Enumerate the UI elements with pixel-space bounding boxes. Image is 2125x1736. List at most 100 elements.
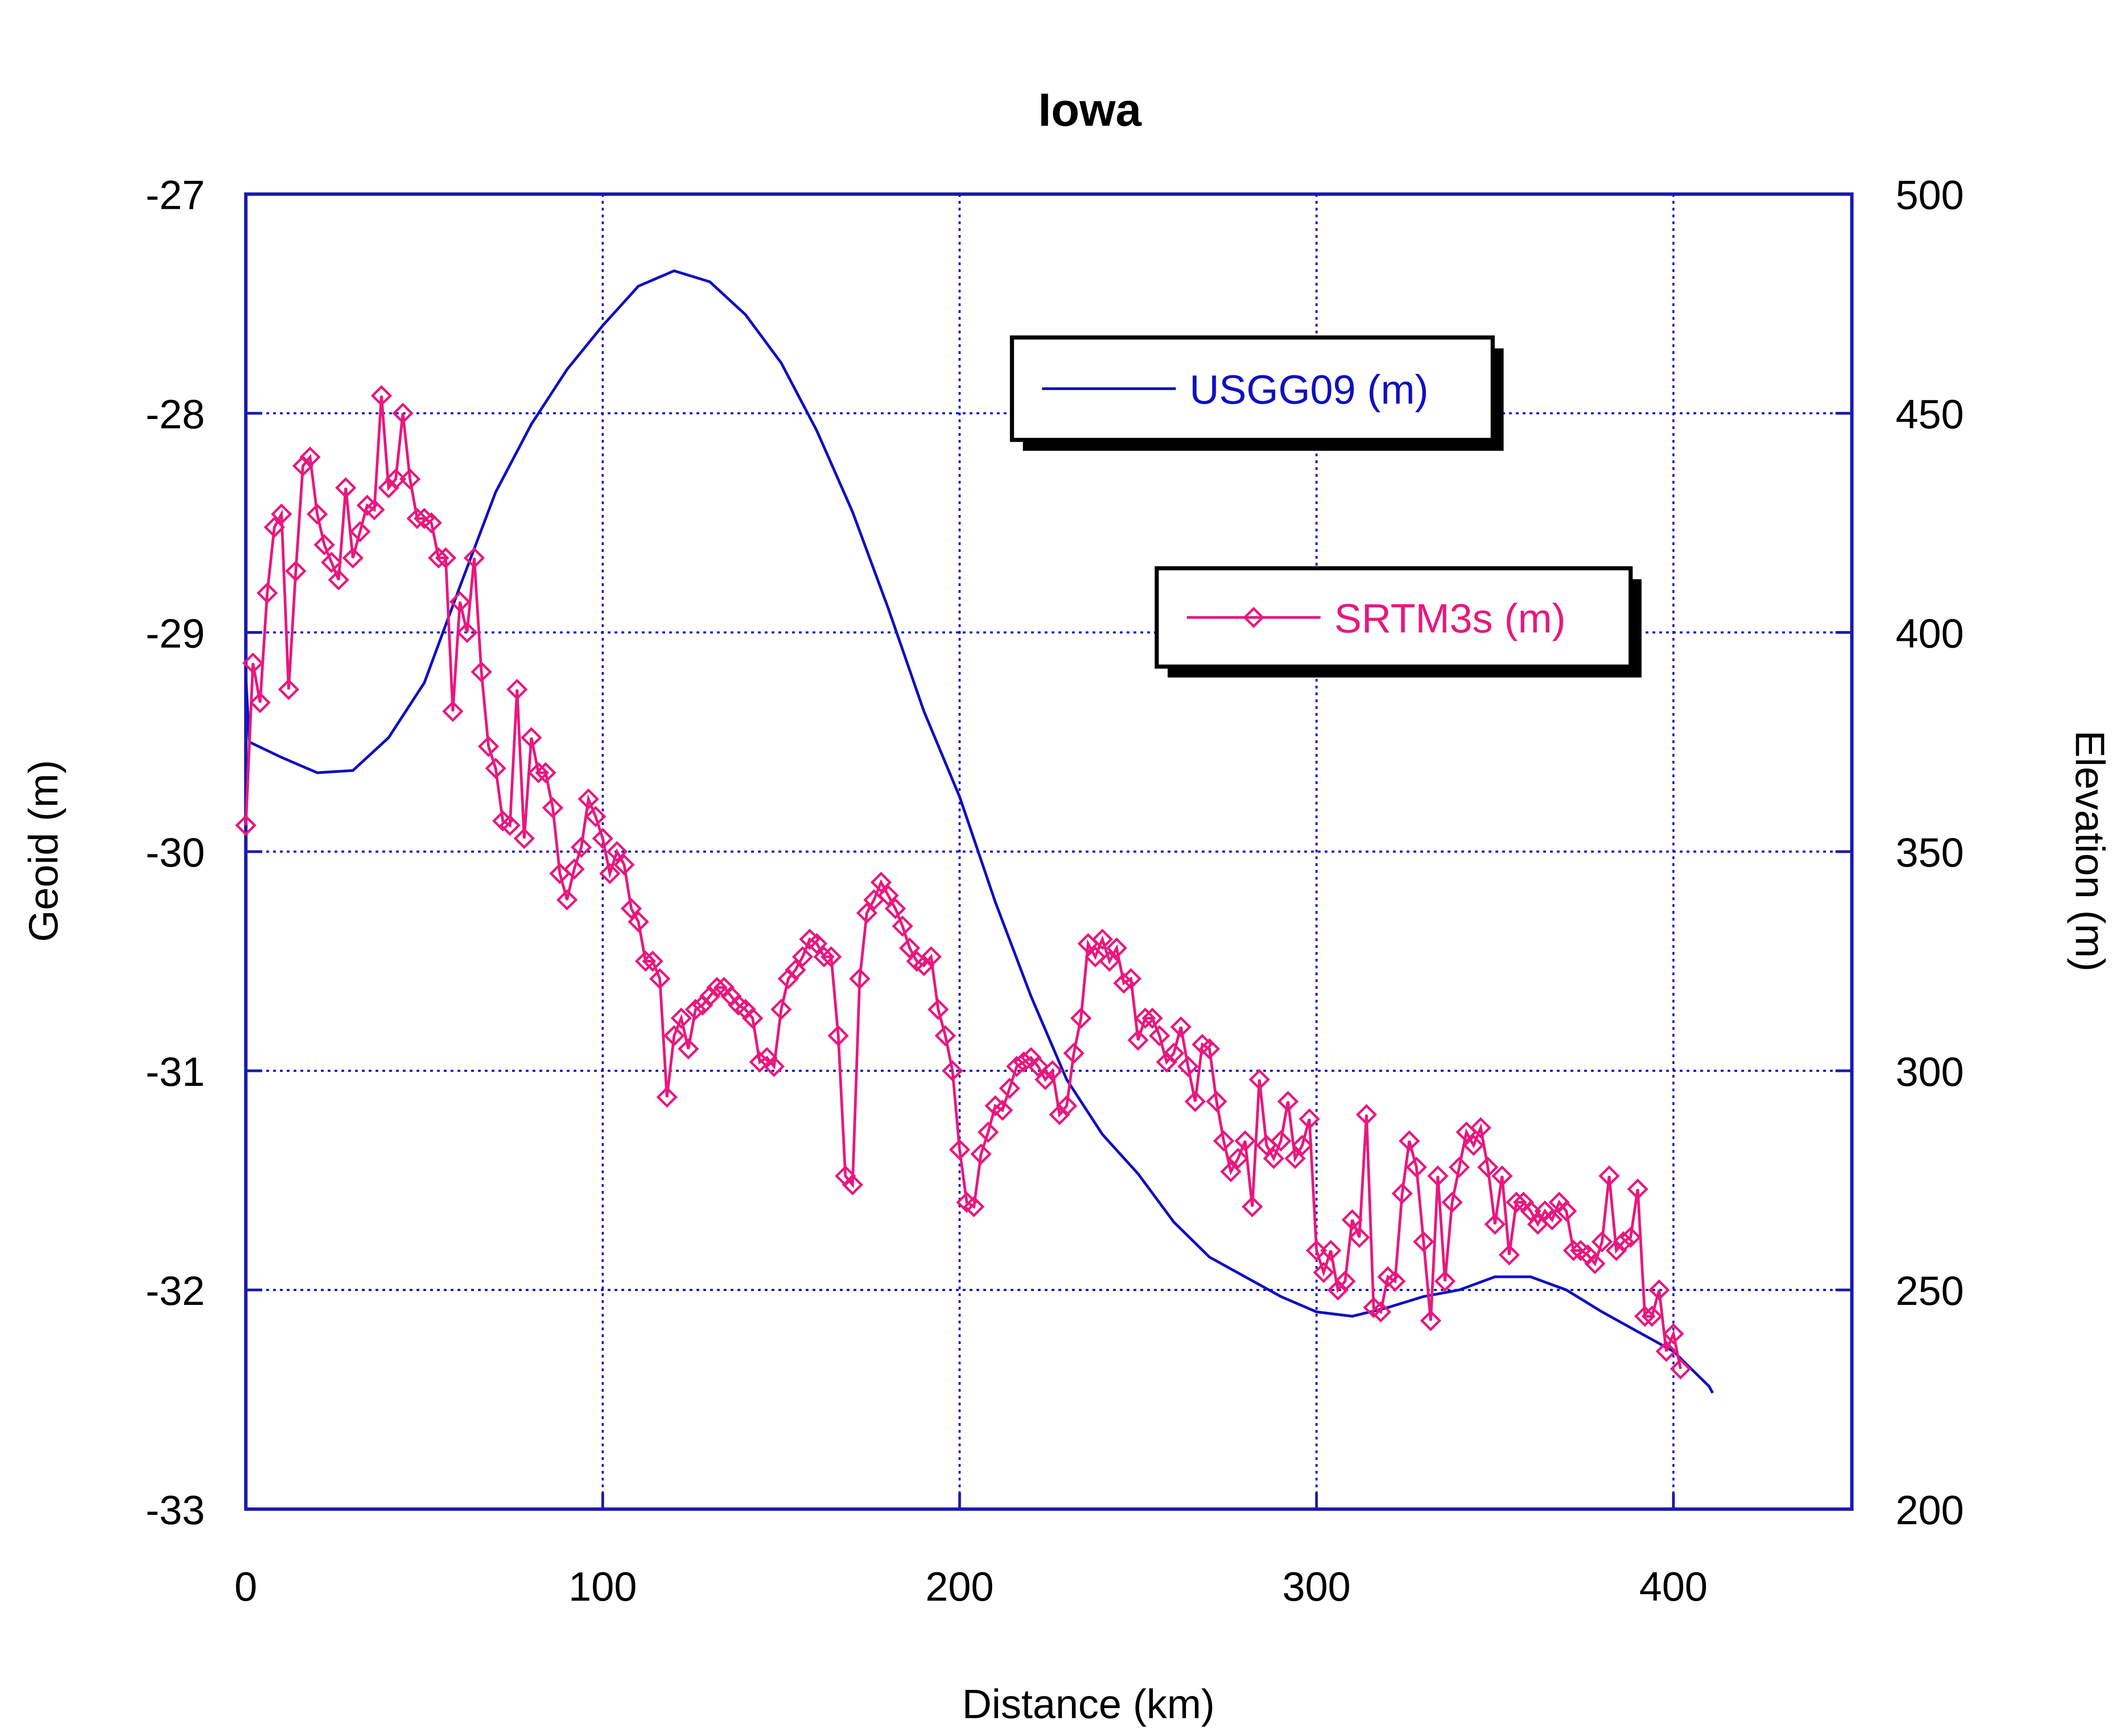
- marker: [285, 560, 306, 582]
- marker: [656, 1086, 678, 1108]
- marker: [1306, 1240, 1327, 1261]
- marker: [1313, 1262, 1334, 1283]
- marker: [428, 547, 449, 569]
- marker: [1470, 1117, 1492, 1138]
- marker: [578, 788, 600, 810]
- marker: [1206, 1091, 1227, 1112]
- marker: [885, 898, 906, 919]
- marker: [463, 547, 485, 569]
- series-line: [244, 395, 1682, 1370]
- marker: [999, 1078, 1020, 1099]
- marker: [399, 468, 421, 490]
- y2-tick-label: 200: [1896, 1487, 1964, 1533]
- marker: [1113, 972, 1135, 994]
- marker: [371, 385, 392, 406]
- marker: [1663, 1323, 1684, 1344]
- x-tick-label: 200: [926, 1563, 994, 1610]
- marker: [813, 946, 835, 968]
- marker: [1134, 1007, 1156, 1029]
- marker: [849, 968, 871, 990]
- marker: [1199, 1038, 1220, 1060]
- marker: [1477, 1157, 1499, 1178]
- marker: [1434, 1270, 1456, 1292]
- marker: [1106, 937, 1127, 959]
- y2-tick-label: 250: [1896, 1268, 1964, 1314]
- y2-tick-label: 350: [1896, 830, 1964, 876]
- marker: [449, 591, 471, 612]
- y2-tick-label: 500: [1896, 172, 1964, 218]
- marker: [1655, 1340, 1677, 1362]
- marker: [435, 547, 457, 569]
- legend-marker: [1243, 606, 1265, 628]
- legend-label: USGG09 (m): [1190, 366, 1429, 412]
- marker: [1127, 1029, 1149, 1051]
- marker: [271, 503, 293, 525]
- legend: USGG09 (m): [1010, 335, 1504, 451]
- series-line: [244, 269, 1714, 1394]
- marker: [1063, 1043, 1085, 1064]
- marker: [1041, 1060, 1063, 1082]
- marker: [1184, 1091, 1206, 1112]
- marker: [770, 998, 792, 1020]
- marker: [442, 700, 464, 722]
- chart-title: Iowa: [1038, 85, 1142, 136]
- marker: [1612, 1231, 1634, 1252]
- marker: [1627, 1178, 1649, 1200]
- marker: [642, 951, 664, 972]
- marker: [920, 946, 942, 968]
- marker: [1520, 1200, 1541, 1222]
- marker: [870, 871, 892, 893]
- marker: [1441, 1191, 1463, 1213]
- marker: [520, 727, 542, 749]
- marker: [527, 762, 549, 784]
- y-tick-label: -27: [146, 172, 205, 218]
- x-tick-label: 300: [1282, 1563, 1351, 1610]
- marker: [1099, 951, 1120, 972]
- legend: SRTM3s (m): [1154, 566, 1642, 678]
- y-tick-label: -32: [146, 1268, 205, 1314]
- marker: [1591, 1231, 1613, 1252]
- marker: [313, 534, 335, 556]
- marker: [692, 994, 713, 1016]
- marker: [942, 1060, 963, 1082]
- marker: [1013, 1051, 1035, 1073]
- marker: [663, 1025, 685, 1046]
- marker: [513, 828, 535, 849]
- marker: [785, 959, 806, 981]
- marker: [335, 477, 357, 499]
- marker: [1505, 1191, 1527, 1213]
- x-tick-label: 100: [568, 1563, 637, 1610]
- marker: [842, 1174, 863, 1196]
- marker: [1027, 1056, 1049, 1077]
- marker: [742, 1007, 764, 1029]
- marker: [571, 837, 592, 858]
- marker: [606, 841, 628, 863]
- marker: [1620, 1226, 1641, 1248]
- marker: [778, 968, 799, 990]
- marker: [306, 503, 328, 525]
- y-tick-label: -29: [146, 610, 205, 656]
- y2-tick-label: 450: [1896, 391, 1964, 437]
- marker: [1555, 1200, 1577, 1222]
- marker: [1334, 1270, 1356, 1292]
- marker: [485, 758, 506, 779]
- y2-tick-label: 400: [1896, 610, 1964, 656]
- marker: [670, 1007, 692, 1029]
- marker: [963, 1196, 985, 1217]
- marker: [635, 951, 656, 972]
- marker: [1227, 1148, 1249, 1169]
- marker: [1220, 1161, 1242, 1183]
- marker: [934, 1025, 956, 1046]
- marker: [249, 692, 271, 713]
- marker: [1370, 1301, 1392, 1323]
- marker: [977, 1121, 999, 1143]
- marker: [1541, 1209, 1563, 1230]
- marker: [806, 933, 828, 955]
- marker: [1327, 1279, 1349, 1301]
- marker: [556, 889, 578, 911]
- marker: [363, 499, 385, 520]
- marker: [820, 946, 842, 968]
- marker: [1263, 1148, 1285, 1169]
- marker: [1056, 1095, 1078, 1117]
